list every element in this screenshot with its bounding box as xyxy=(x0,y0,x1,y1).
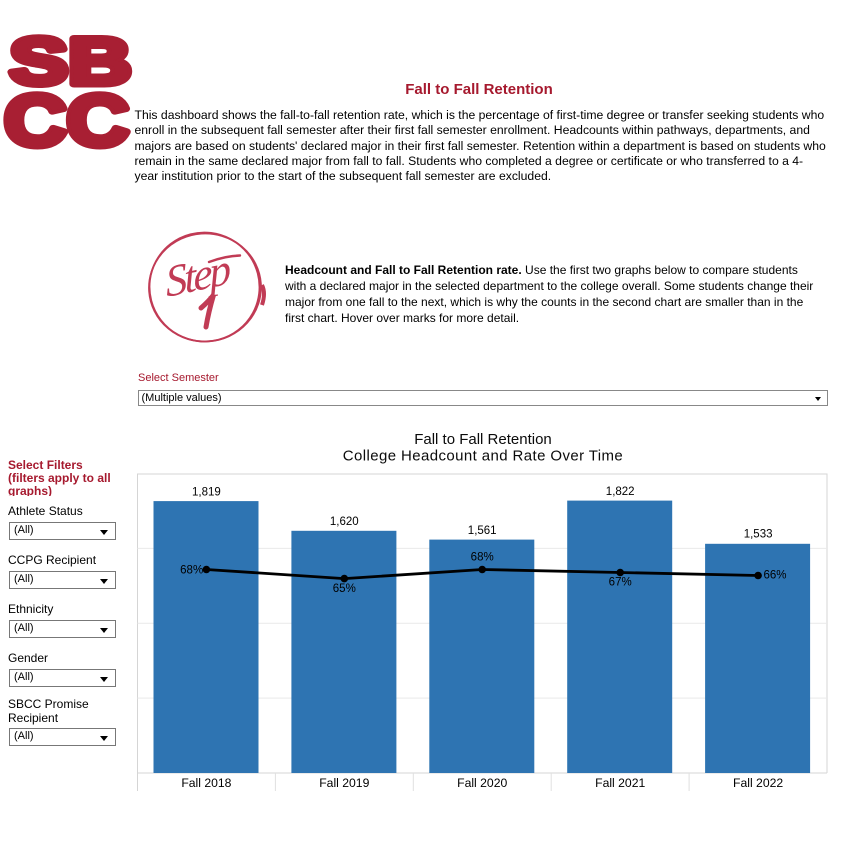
svg-text:Fall 2021: Fall 2021 xyxy=(595,776,645,790)
svg-text:College Headcount and Rate Ove: College Headcount and Rate Over Time xyxy=(343,447,623,464)
svg-text:1,620: 1,620 xyxy=(330,516,359,528)
svg-text:1,819: 1,819 xyxy=(192,487,221,499)
svg-text:SB: SB xyxy=(10,30,132,98)
svg-text:65%: 65% xyxy=(333,583,356,595)
svg-text:68%: 68% xyxy=(471,552,494,564)
svg-text:67%: 67% xyxy=(609,576,632,588)
svg-text:CC: CC xyxy=(4,81,129,155)
svg-text:Fall 2020: Fall 2020 xyxy=(457,776,507,790)
svg-text:1,533: 1,533 xyxy=(744,529,773,541)
svg-text:68%: 68% xyxy=(180,564,203,576)
svg-text:Fall to Fall Retention: Fall to Fall Retention xyxy=(414,431,552,448)
svg-text:Step: Step xyxy=(164,244,232,307)
svg-text:1,822: 1,822 xyxy=(606,486,635,498)
svg-text:Fall 2022: Fall 2022 xyxy=(733,776,783,790)
svg-text:Fall 2018: Fall 2018 xyxy=(181,776,231,790)
svg-text:1,561: 1,561 xyxy=(468,525,497,537)
svg-text:Fall 2019: Fall 2019 xyxy=(319,776,369,790)
svg-text:66%: 66% xyxy=(764,570,787,582)
